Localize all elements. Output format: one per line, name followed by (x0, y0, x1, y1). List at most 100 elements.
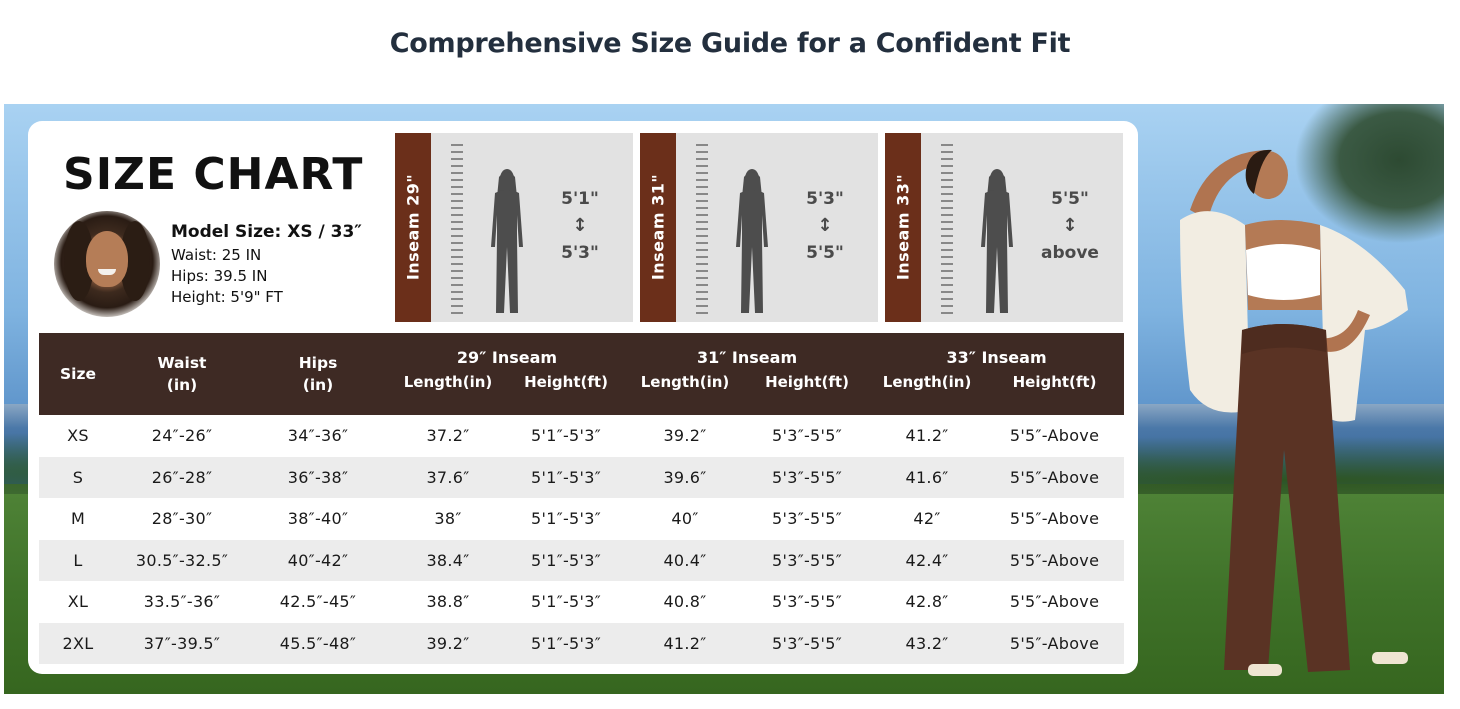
cell-waist: 26″-28″ (151, 467, 213, 487)
header-length-33: Length(in) (882, 373, 972, 391)
cell-hips: 40″-42″ (287, 550, 349, 570)
model-hips: Hips: 39.5 IN (171, 267, 268, 285)
cell-length-29: 38.4″ (426, 550, 470, 570)
cell-size: M (70, 509, 86, 529)
cell-hips: 45.5″-48″ (279, 633, 357, 653)
size-table-wrapper: Size Waist (in) Hips (in) 29″ Inseam 31″… (39, 333, 1125, 664)
cell-length-31: 41.2″ (663, 633, 707, 653)
avatar-face (86, 231, 128, 287)
cell-length-33: 41.2″ (905, 426, 949, 446)
cell-length-31: 40″ (671, 509, 699, 529)
table-header-row: Size Waist (in) Hips (in) 29″ Inseam 31″… (39, 333, 1125, 394)
header-waist-label: Waist (157, 354, 207, 372)
cell-length-33: 43.2″ (905, 633, 949, 653)
header-height-29: Height(ft) (524, 373, 608, 391)
header-length-29: Length(in) (403, 373, 493, 391)
cell-height-33: 5'5″-Above (1009, 592, 1100, 612)
cell-height-29: 5'1″-5'3″ (531, 633, 601, 653)
cell-waist: 33.5″-36″ (143, 592, 221, 612)
cell-height-31: 5'3″-5'5″ (772, 509, 842, 529)
cell-height-29: 5'1″-5'3″ (531, 467, 601, 487)
size-chart-card: SIZE CHART Model Size: XS / 33″ Waist: 2… (28, 121, 1138, 674)
header-height-31: Height(ft) (765, 373, 849, 391)
header-size: Size (59, 365, 96, 383)
cell-height-33: 5'5″-Above (1009, 550, 1100, 570)
avatar-smile (98, 269, 116, 275)
woman-silhouette-icon (491, 169, 523, 313)
cell-height-33: 5'5″-Above (1009, 467, 1100, 487)
cell-length-33: 42.4″ (905, 550, 949, 570)
woman-silhouette-icon (981, 169, 1013, 313)
background-tree-branches (1294, 104, 1444, 244)
inseam-tab: Inseam 33" (885, 133, 921, 322)
cell-hips: 34″-36″ (287, 426, 349, 446)
inseam-tab: Inseam 31" (640, 133, 676, 322)
height-range: 5'1" ↕ 5'3" (545, 189, 615, 263)
header-length-31: Length(in) (640, 373, 730, 391)
cell-height-33: 5'5″-Above (1009, 426, 1100, 446)
height-range: 5'3" ↕ 5'5" (790, 189, 860, 263)
cell-length-29: 38″ (434, 509, 462, 529)
cell-length-29: 38.8″ (426, 592, 470, 612)
cell-length-29: 39.2″ (426, 633, 470, 653)
height-range: 5'5" ↕ above (1035, 189, 1105, 263)
up-down-arrow-icon: ↕ (1062, 215, 1078, 236)
range-bottom: above (1041, 243, 1099, 263)
cell-hips: 36″-38″ (287, 467, 349, 487)
header-hips: Hips (in) (247, 333, 389, 415)
range-bottom: 5'5" (806, 243, 844, 263)
cell-size: 2XL (62, 633, 94, 653)
cell-hips: 42.5″-45″ (279, 592, 357, 612)
inseam-label: Inseam 31" (648, 173, 668, 281)
model-waist: Waist: 25 IN (171, 246, 262, 264)
model-height: Height: 5'9" FT (171, 288, 283, 306)
ruler-icon (696, 144, 708, 314)
cell-waist: 24″-26″ (151, 426, 213, 446)
cell-height-29: 5'1″-5'3″ (531, 550, 601, 570)
cell-height-29: 5'1″-5'3″ (531, 426, 601, 446)
cell-size: S (72, 467, 84, 487)
cell-size: L (73, 550, 83, 570)
cell-hips: 38″-40″ (287, 509, 349, 529)
inseam-label: Inseam 33" (893, 173, 913, 281)
cell-height-31: 5'3″-5'5″ (772, 426, 842, 446)
cell-height-31: 5'3″-5'5″ (772, 467, 842, 487)
woman-silhouette-icon (736, 169, 768, 313)
model-avatar (54, 211, 160, 317)
inseam-panel-31: Inseam 31" 5'3" ↕ 5'5" (640, 133, 878, 322)
page-title: Comprehensive Size Guide for a Confident… (389, 28, 1071, 59)
header-group-31-inseam: 31″ Inseam (696, 348, 798, 367)
cell-length-33: 42″ (913, 509, 941, 529)
table-row: S 26″-28″ 36″-38″ 37.6″ 5'1″-5'3″ 39.6″ … (39, 456, 1125, 498)
cell-length-31: 39.2″ (663, 426, 707, 446)
cell-waist: 30.5″-32.5″ (135, 550, 229, 570)
header-waist: Waist (in) (117, 333, 247, 415)
header-hips-unit: (in) (302, 376, 334, 394)
size-chart-heading: SIZE CHART (63, 149, 364, 200)
size-table: Size Waist (in) Hips (in) 29″ Inseam 31″… (39, 333, 1125, 664)
cell-height-31: 5'3″-5'5″ (772, 550, 842, 570)
cell-length-33: 41.6″ (905, 467, 949, 487)
header-height-33: Height(ft) (1012, 373, 1097, 391)
cell-length-29: 37.2″ (426, 426, 470, 446)
up-down-arrow-icon: ↕ (572, 215, 588, 236)
cell-length-31: 40.8″ (663, 592, 707, 612)
table-row: XL 33.5″-36″ 42.5″-45″ 38.8″ 5'1″-5'3″ 4… (39, 581, 1125, 623)
cell-length-29: 37.6″ (426, 467, 470, 487)
cell-height-31: 5'3″-5'5″ (772, 592, 842, 612)
header-hips-label: Hips (298, 354, 338, 372)
table-row: XS 24″-26″ 34″-36″ 37.2″ 5'1″-5'3″ 39.2″… (39, 415, 1125, 457)
model-info: Model Size: XS / 33″ Waist: 25 IN Hips: … (171, 222, 362, 308)
cell-height-33: 5'5″-Above (1009, 633, 1100, 653)
cell-length-33: 42.8″ (905, 592, 949, 612)
cell-height-33: 5'5″-Above (1009, 509, 1100, 529)
inseam-panel-33: Inseam 33" 5'5" ↕ above (885, 133, 1123, 322)
header-group-29-inseam: 29″ Inseam (456, 348, 558, 367)
header-group-33-inseam: 33″ Inseam (946, 348, 1047, 367)
cell-size: XL (67, 592, 89, 612)
up-down-arrow-icon: ↕ (817, 215, 833, 236)
cell-height-31: 5'3″-5'5″ (772, 633, 842, 653)
table-row: L 30.5″-32.5″ 40″-42″ 38.4″ 5'1″-5'3″ 40… (39, 539, 1125, 581)
header-waist-unit: (in) (166, 376, 198, 394)
ruler-icon (451, 144, 463, 314)
